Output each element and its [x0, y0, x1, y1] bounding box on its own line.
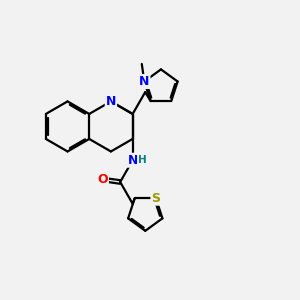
Text: O: O: [97, 173, 108, 186]
Text: N: N: [128, 154, 138, 167]
Text: S: S: [152, 192, 160, 205]
Text: N: N: [106, 95, 116, 108]
Text: N: N: [139, 75, 149, 88]
Text: H: H: [138, 155, 146, 165]
